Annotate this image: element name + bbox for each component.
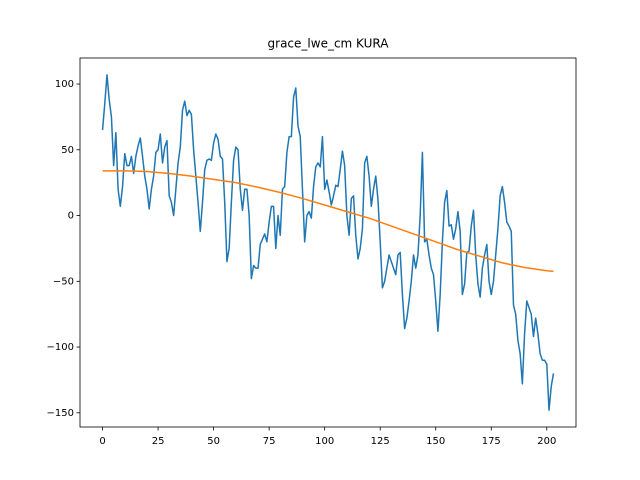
y-tick-label: −100 <box>47 342 74 353</box>
y-tick-label: −50 <box>53 276 74 287</box>
data-line <box>102 170 554 273</box>
y-tick-label: −150 <box>47 408 74 419</box>
y-tick-label: 50 <box>61 145 74 156</box>
x-tick-label: 75 <box>263 436 276 447</box>
x-tick-label: 125 <box>371 436 390 447</box>
x-tick-label: 50 <box>207 436 220 447</box>
x-tick-label: 150 <box>426 436 445 447</box>
chart-title: grace_lwe_cm KURA <box>268 37 390 51</box>
y-tick-label: 0 <box>68 211 74 222</box>
x-tick-label: 100 <box>315 436 334 447</box>
y-tick-label: 100 <box>55 79 74 90</box>
x-tick-label: 25 <box>152 436 165 447</box>
plot-frame <box>79 57 577 428</box>
x-tick-label: 0 <box>99 436 105 447</box>
data-line <box>101 74 555 411</box>
x-tick-label: 175 <box>482 436 501 447</box>
x-tick-label: 200 <box>537 436 556 447</box>
